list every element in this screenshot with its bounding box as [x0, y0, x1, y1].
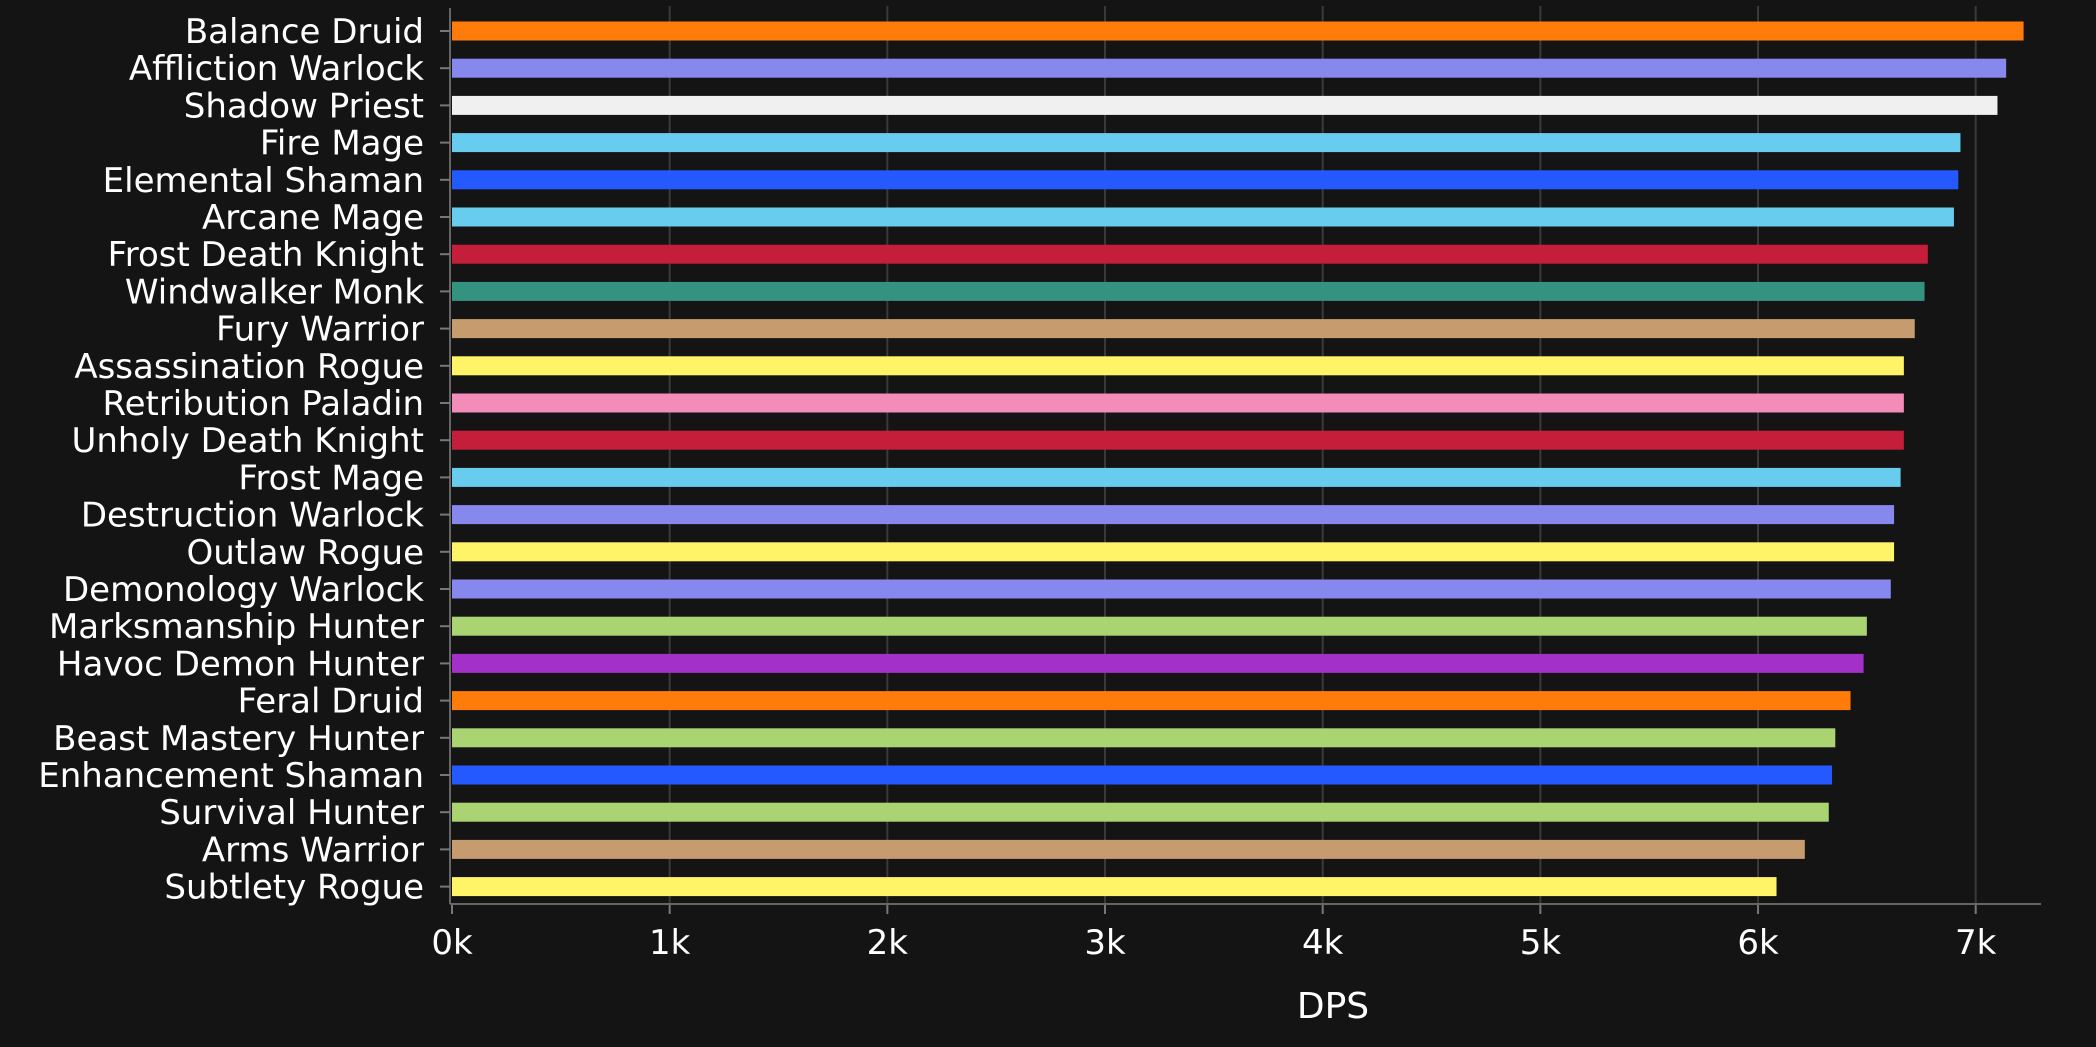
category-label: Havoc Demon Hunter	[57, 644, 424, 684]
category-label: Beast Mastery Hunter	[53, 719, 424, 759]
bar	[452, 319, 1915, 339]
x-tick-label: 5k	[1520, 923, 1562, 963]
category-label: Arcane Mage	[202, 198, 424, 238]
bar	[452, 430, 1904, 450]
bar	[452, 579, 1891, 599]
category-label: Fury Warrior	[216, 310, 424, 350]
category-label: Destruction Warlock	[81, 496, 424, 536]
category-label: Outlaw Rogue	[187, 533, 425, 573]
x-tick-label: 7k	[1955, 923, 1997, 963]
bar	[452, 170, 1959, 190]
grid-layer	[668, 6, 1977, 904]
category-label: Retribution Paladin	[102, 384, 424, 424]
category-label: Arms Warrior	[202, 830, 424, 870]
bar	[452, 839, 1805, 859]
category-label: Assassination Rogue	[74, 347, 424, 387]
x-tick-label: 1k	[649, 923, 691, 963]
category-label: Elemental Shaman	[103, 161, 424, 201]
category-label: Feral Druid	[238, 682, 424, 722]
bar	[452, 356, 1904, 376]
category-label: Frost Mage	[238, 458, 424, 498]
category-label: Affliction Warlock	[129, 49, 424, 89]
bar	[452, 616, 1867, 636]
category-label: Demonology Warlock	[63, 570, 424, 610]
x-tick-label: 6k	[1737, 923, 1779, 963]
bar	[452, 95, 1998, 115]
bar	[452, 393, 1904, 413]
bar	[452, 802, 1829, 822]
category-label: Subtlety Rogue	[164, 868, 424, 908]
category-label: Fire Mage	[260, 124, 424, 164]
bar	[452, 877, 1777, 897]
bar	[452, 467, 1901, 487]
category-label: Marksmanship Hunter	[49, 607, 424, 647]
category-label: Unholy Death Knight	[71, 421, 424, 461]
x-tick-label: 0k	[431, 923, 473, 963]
bar	[452, 765, 1833, 785]
bar	[452, 244, 1928, 264]
bar	[452, 691, 1851, 711]
bar	[452, 653, 1864, 673]
category-label: Balance Druid	[185, 12, 424, 52]
category-label: Shadow Priest	[184, 86, 424, 126]
category-label: Survival Hunter	[159, 793, 424, 833]
x-tick-label: 3k	[1084, 923, 1126, 963]
bars-layer	[452, 21, 2024, 897]
category-label: Enhancement Shaman	[38, 756, 424, 796]
category-label: Frost Death Knight	[108, 235, 424, 275]
bar	[452, 505, 1895, 525]
axes-layer: DPS 0k 1k 2k 3k 4k 5k 6k 7k	[431, 8, 2041, 1027]
category-label: Windwalker Monk	[125, 272, 424, 312]
x-tick-label: 4k	[1302, 923, 1344, 963]
bar	[452, 207, 1954, 227]
bar	[452, 281, 1925, 301]
bar	[452, 58, 2007, 78]
bar	[452, 21, 2024, 41]
x-axis-title: DPS	[1297, 986, 1369, 1027]
bar	[452, 133, 1961, 153]
bar	[452, 542, 1895, 562]
x-tick-label: 2k	[867, 923, 909, 963]
bar	[452, 728, 1836, 748]
